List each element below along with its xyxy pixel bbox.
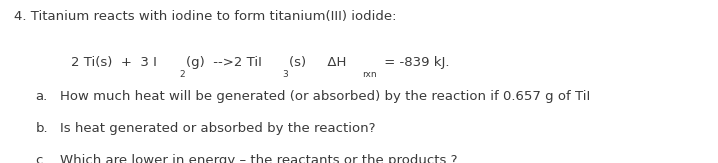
Text: b.: b. [35, 122, 48, 135]
Text: = -839 kJ.: = -839 kJ. [381, 56, 450, 68]
Text: Which are lower in energy – the reactants or the products ?: Which are lower in energy – the reactant… [60, 154, 457, 163]
Text: 4. Titanium reacts with iodine to form titanium(III) iodide:: 4. Titanium reacts with iodine to form t… [14, 10, 397, 23]
Text: 3: 3 [282, 70, 288, 79]
Text: c.: c. [35, 154, 47, 163]
Text: 2: 2 [179, 70, 185, 79]
Text: Is heat generated or absorbed by the reaction?: Is heat generated or absorbed by the rea… [60, 122, 376, 135]
Text: (g)  -->2 TiI: (g) -->2 TiI [186, 56, 262, 68]
Text: a.: a. [35, 90, 47, 103]
Text: rxn: rxn [362, 70, 377, 79]
Text: 2 Ti(s)  +  3 I: 2 Ti(s) + 3 I [70, 56, 157, 68]
Text: (s)     ΔH: (s) ΔH [289, 56, 347, 68]
Text: How much heat will be generated (or absorbed) by the reaction if 0.657 g of TiI: How much heat will be generated (or abso… [60, 90, 590, 103]
